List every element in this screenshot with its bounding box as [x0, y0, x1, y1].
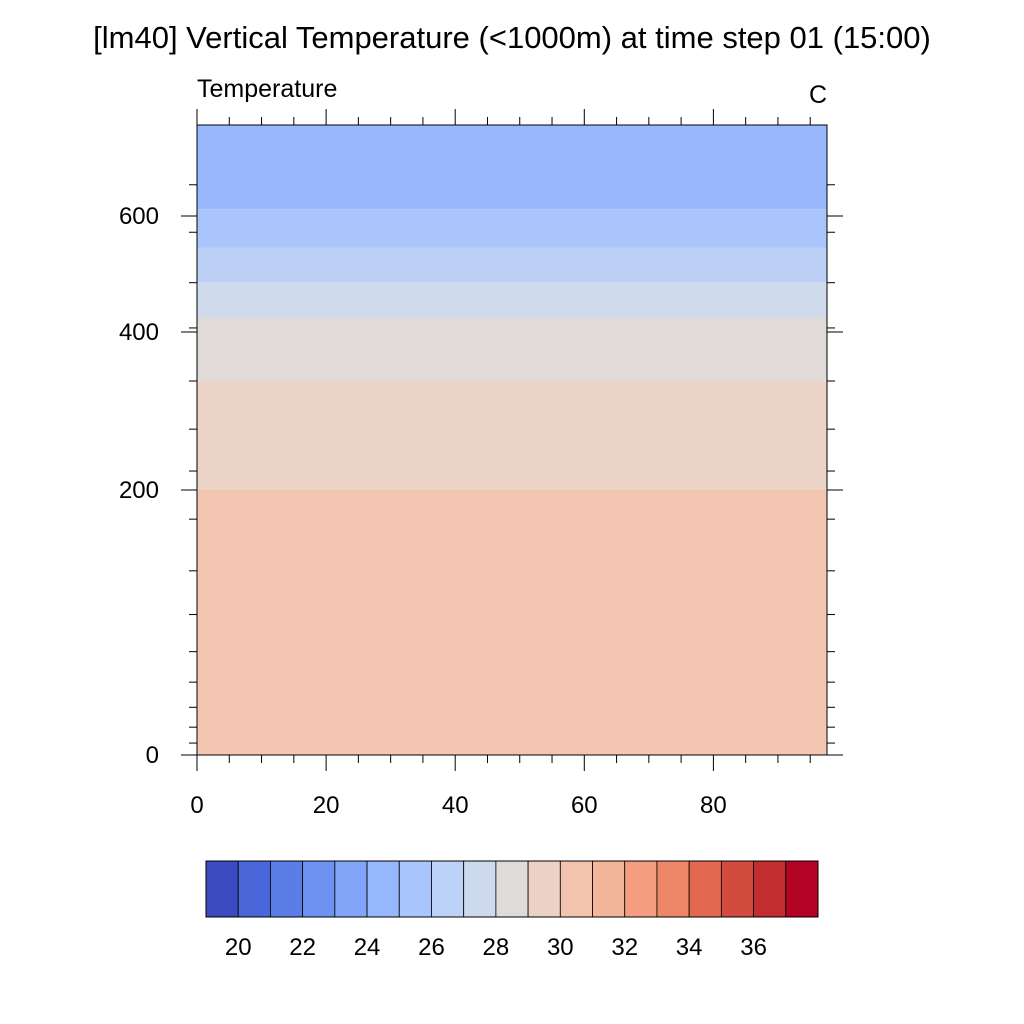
chart-title: [lm40] Vertical Temperature (<1000m) at … — [93, 20, 931, 55]
temperature-bands — [197, 125, 827, 755]
colorbar-label: 22 — [289, 934, 316, 961]
colorbar-swatch — [592, 860, 626, 918]
colorbar-swatch — [270, 860, 304, 918]
y-tick-label: 400 — [119, 319, 159, 346]
x-tick-label: 0 — [190, 792, 203, 819]
colorbar-label: 36 — [740, 934, 767, 961]
y-tick-label: 200 — [119, 477, 159, 504]
colorbar-swatch — [398, 860, 432, 918]
colorbar-swatch — [785, 860, 819, 918]
colorbar-label: 20 — [225, 934, 252, 961]
colorbar-swatch — [720, 860, 754, 918]
colorbar-swatch — [463, 860, 497, 918]
plot-frame — [196, 124, 828, 756]
y-tick-label: 0 — [146, 742, 159, 769]
colorbar-label: 30 — [547, 934, 574, 961]
temperature-band — [197, 380, 827, 490]
temperature-band — [197, 490, 827, 755]
colorbar-frame — [205, 860, 819, 918]
temperature-band — [197, 125, 827, 210]
colorbar-swatch — [431, 860, 465, 918]
colorbar-swatch — [495, 860, 529, 918]
plot-left-label: Temperature — [197, 75, 337, 103]
colorbar-swatch — [334, 860, 368, 918]
colorbar-label: 32 — [611, 934, 638, 961]
temperature-band — [197, 282, 827, 318]
temperature-band — [197, 209, 827, 248]
temperature-band — [197, 317, 827, 381]
x-tick-label: 60 — [571, 792, 598, 819]
colorbar-swatch — [366, 860, 400, 918]
x-tick-label: 80 — [700, 792, 727, 819]
colorbar-swatch — [205, 860, 239, 918]
colorbar-swatch — [656, 860, 690, 918]
colorbar-swatch — [237, 860, 271, 918]
colorbar-label: 24 — [354, 934, 381, 961]
colorbar-label: 26 — [418, 934, 445, 961]
colorbar-swatch — [559, 860, 593, 918]
colorbar-swatch — [688, 860, 722, 918]
colorbar-swatch — [624, 860, 658, 918]
colorbar-swatch — [527, 860, 561, 918]
colorbar-label: 34 — [676, 934, 703, 961]
x-axis: 0 20 40 60 80 — [190, 109, 811, 819]
colorbar-swatch — [753, 860, 787, 918]
x-tick-label: 40 — [442, 792, 469, 819]
y-axis: 0 200 400 600 — [119, 184, 843, 769]
colorbar-label: 28 — [483, 934, 510, 961]
y-tick-label: 600 — [119, 203, 159, 230]
x-tick-label: 20 — [313, 792, 340, 819]
colorbar-swatch — [302, 860, 336, 918]
plot-unit-label: C — [809, 81, 827, 109]
temperature-band — [197, 247, 827, 283]
colorbar: 20 22 24 26 28 30 32 34 36 — [205, 860, 819, 961]
